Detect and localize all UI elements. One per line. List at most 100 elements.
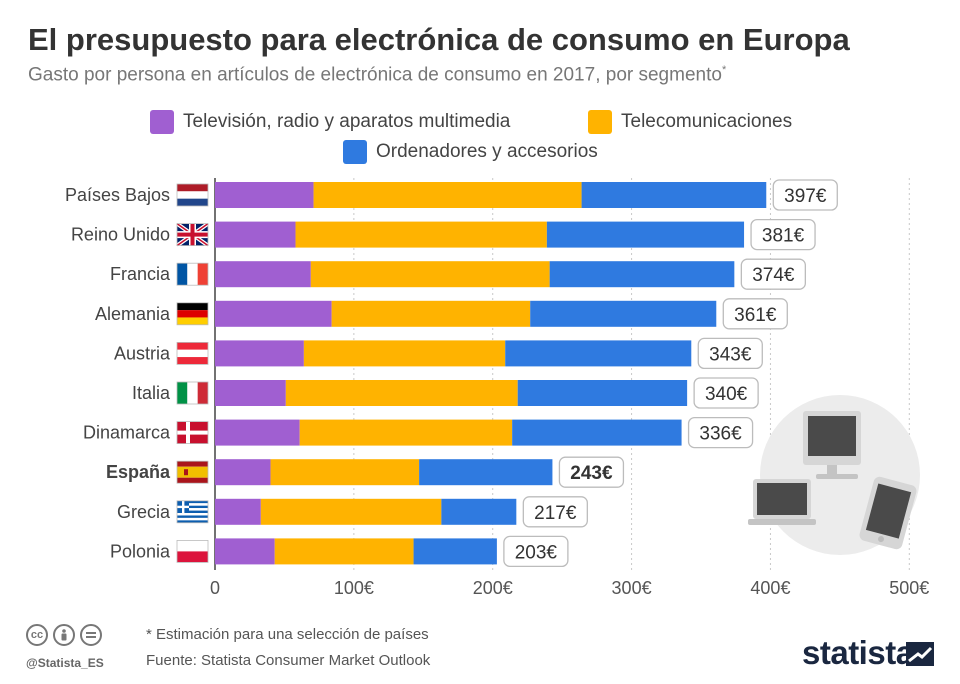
total-label-box <box>687 416 754 449</box>
bar-segment-tv <box>215 182 314 208</box>
netherlands-flag <box>176 183 209 207</box>
bar-segment-computers <box>505 340 692 367</box>
subtitle-asterisk: * <box>721 64 727 76</box>
legend-swatch-tv <box>150 110 174 134</box>
bar-segment-telecom <box>274 538 414 565</box>
legend-label-tv: Televisión, radio y aparatos multimedia <box>183 111 511 132</box>
total-label: 381€ <box>762 226 805 247</box>
bar-segment-tv <box>215 419 300 446</box>
total-label: 217€ <box>534 503 577 524</box>
bar-segment-telecom <box>285 380 518 406</box>
statista-logo-mark <box>906 642 934 666</box>
x-tick-label: 100€ <box>334 578 374 598</box>
total-label-box <box>740 258 806 290</box>
by-icon <box>53 624 75 646</box>
x-tick-label: 300€ <box>612 578 652 598</box>
laptop-screen <box>757 483 807 515</box>
total-label: 374€ <box>752 265 795 286</box>
stacked-bar-chart: 397€ 381€ 374€ 361€ 343€ 340€ 336€ 243€ 217€ 203€… <box>65 178 929 598</box>
total-label-box <box>722 298 788 330</box>
footnote: * Estimación para una selección de paíse… <box>146 626 429 643</box>
bar-segment-computers <box>419 459 553 486</box>
bar-segment-tv <box>215 300 332 327</box>
category-label: Austria <box>114 343 171 363</box>
bar-segment-computers <box>517 380 688 406</box>
bar-segment-telecom <box>313 182 582 208</box>
legend-label-computers: Ordenadores y accesorios <box>376 141 598 162</box>
poland-flag <box>176 540 209 563</box>
x-tick-label: 200€ <box>473 578 513 598</box>
category-label: Polonia <box>110 541 171 561</box>
total-label: 361€ <box>734 305 777 326</box>
monitor-base <box>816 474 858 479</box>
legend-item-telecom: Telecomunicaciones <box>588 109 792 135</box>
total-label-box <box>772 179 838 211</box>
total-label-box <box>558 456 625 488</box>
bar-segment-tv <box>215 221 296 248</box>
total-label: 336€ <box>699 424 742 445</box>
category-label: Reino Unido <box>71 225 170 245</box>
bar-segment-tv <box>215 459 271 486</box>
austria-flag <box>176 341 209 365</box>
nd-icon <box>80 624 102 646</box>
legend-swatch-computers <box>343 140 367 164</box>
total-label: 343€ <box>709 344 752 365</box>
bar-segment-tv <box>215 498 261 525</box>
bar-segment-computers <box>530 300 717 327</box>
license-icons: cc <box>26 624 102 646</box>
bar-segment-telecom <box>270 459 420 486</box>
total-label-box <box>522 496 588 528</box>
monitor-stand <box>827 465 837 474</box>
total-label-box <box>750 218 816 251</box>
subtitle-text: Gasto por persona en artículos de electr… <box>28 64 722 86</box>
bar-segment-computers <box>546 221 745 248</box>
total-label: 203€ <box>515 542 558 563</box>
category-label: Dinamarca <box>83 423 171 443</box>
greece-flag <box>176 500 209 524</box>
bar-segment-telecom <box>299 419 513 446</box>
spain-flag <box>176 460 209 484</box>
bar-segment-telecom <box>260 498 442 525</box>
bar-segment-tv <box>215 261 311 288</box>
bar-segment-telecom <box>331 300 531 327</box>
x-axis-ticks: 0 100€ 200€ 300€ 400€ 500€ <box>210 578 929 598</box>
legend-label-telecom: Telecomunicaciones <box>621 111 793 132</box>
total-label-box <box>693 377 759 409</box>
category-labels: Países Bajos Reino Unido Francia Alemania Au… <box>65 183 210 563</box>
bar-segment-tv <box>215 538 275 565</box>
total-label-box <box>503 535 569 568</box>
category-label: Países Bajos <box>65 185 170 205</box>
tablet-screen <box>865 483 912 539</box>
category-label: Alemania <box>95 304 171 324</box>
x-tick-label: 0 <box>210 578 220 598</box>
united-kingdom-flag <box>175 221 210 248</box>
total-label: 397€ <box>784 186 827 207</box>
laptop-base <box>748 519 816 525</box>
total-label: 243€ <box>570 463 613 484</box>
bars: 397€ 381€ 374€ 361€ 343€ 340€ 336€ 243€ 217€ 203€ <box>215 179 838 568</box>
france-flag <box>176 262 209 286</box>
source-note: Fuente: Statista Consumer Market Outlook <box>146 652 431 669</box>
category-label: Francia <box>110 264 171 284</box>
category-label: Grecia <box>117 502 171 522</box>
statista-handle: @Statista_ES <box>26 656 104 670</box>
bar-segment-computers <box>581 182 767 208</box>
tablet-button <box>878 536 885 543</box>
legend-item-tv: Televisión, radio y aparatos multimedia <box>150 109 510 135</box>
category-label: Italia <box>132 383 171 403</box>
legend-item-computers: Ordenadores y accesorios <box>343 139 598 165</box>
bar-segment-computers <box>413 538 497 565</box>
total-label-box <box>697 337 763 370</box>
category-label: España <box>106 462 171 482</box>
x-tick-label: 400€ <box>750 578 790 598</box>
cc-icon: cc <box>26 624 48 646</box>
bar-segment-computers <box>549 261 735 288</box>
chart-subtitle: Gasto por persona en artículos de electr… <box>28 64 726 86</box>
bar-segment-computers <box>441 498 517 525</box>
devices-illustration <box>748 395 920 555</box>
bar-segment-telecom <box>295 221 547 248</box>
bar-segment-telecom <box>303 340 506 367</box>
total-label: 340€ <box>705 384 748 405</box>
chart-title: El presupuesto para electrónica de consu… <box>28 22 850 57</box>
denmark-flag <box>176 421 209 445</box>
